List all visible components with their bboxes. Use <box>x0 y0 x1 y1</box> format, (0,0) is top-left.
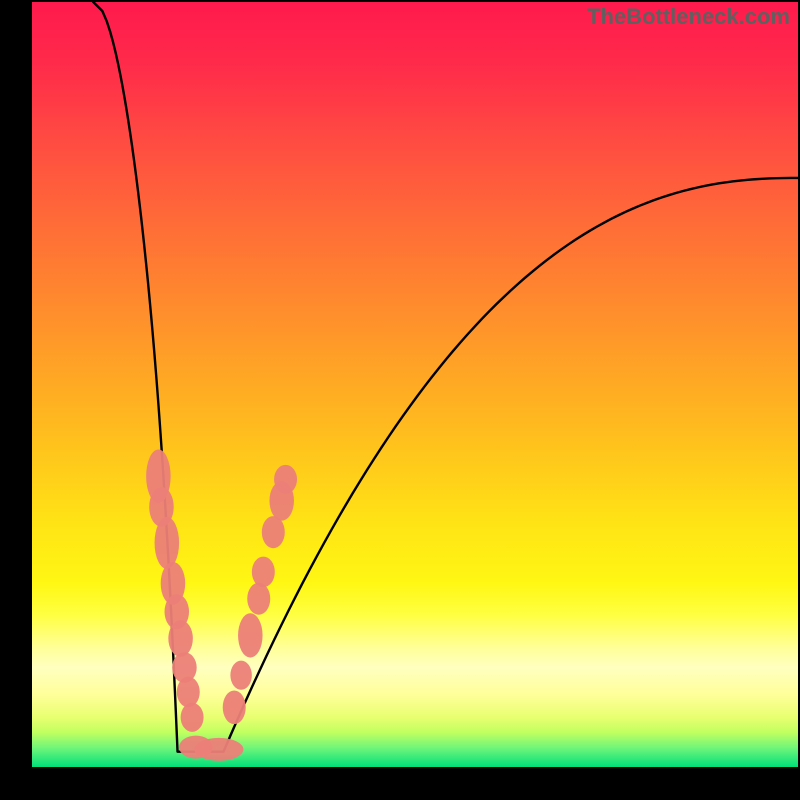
plot-area <box>0 0 800 800</box>
marker-capsule <box>177 677 200 708</box>
marker-capsule <box>247 583 270 615</box>
marker-capsule <box>230 661 251 690</box>
marker-capsule <box>252 557 275 588</box>
marker-capsule <box>155 517 180 569</box>
marker-capsule <box>181 703 204 732</box>
frame-border-bottom <box>0 767 800 800</box>
frame-border-top <box>0 0 800 2</box>
marker-capsule <box>274 465 297 494</box>
marker-capsule <box>223 691 246 725</box>
marker-capsule <box>262 516 285 548</box>
chart-container: TheBottleneck.com <box>0 0 800 800</box>
marker-capsule <box>238 613 263 657</box>
frame-border-left <box>0 0 32 800</box>
marker-capsule <box>168 620 193 657</box>
attribution-text: TheBottleneck.com <box>587 4 790 30</box>
gradient-background <box>32 2 798 767</box>
marker-capsule <box>194 738 243 761</box>
